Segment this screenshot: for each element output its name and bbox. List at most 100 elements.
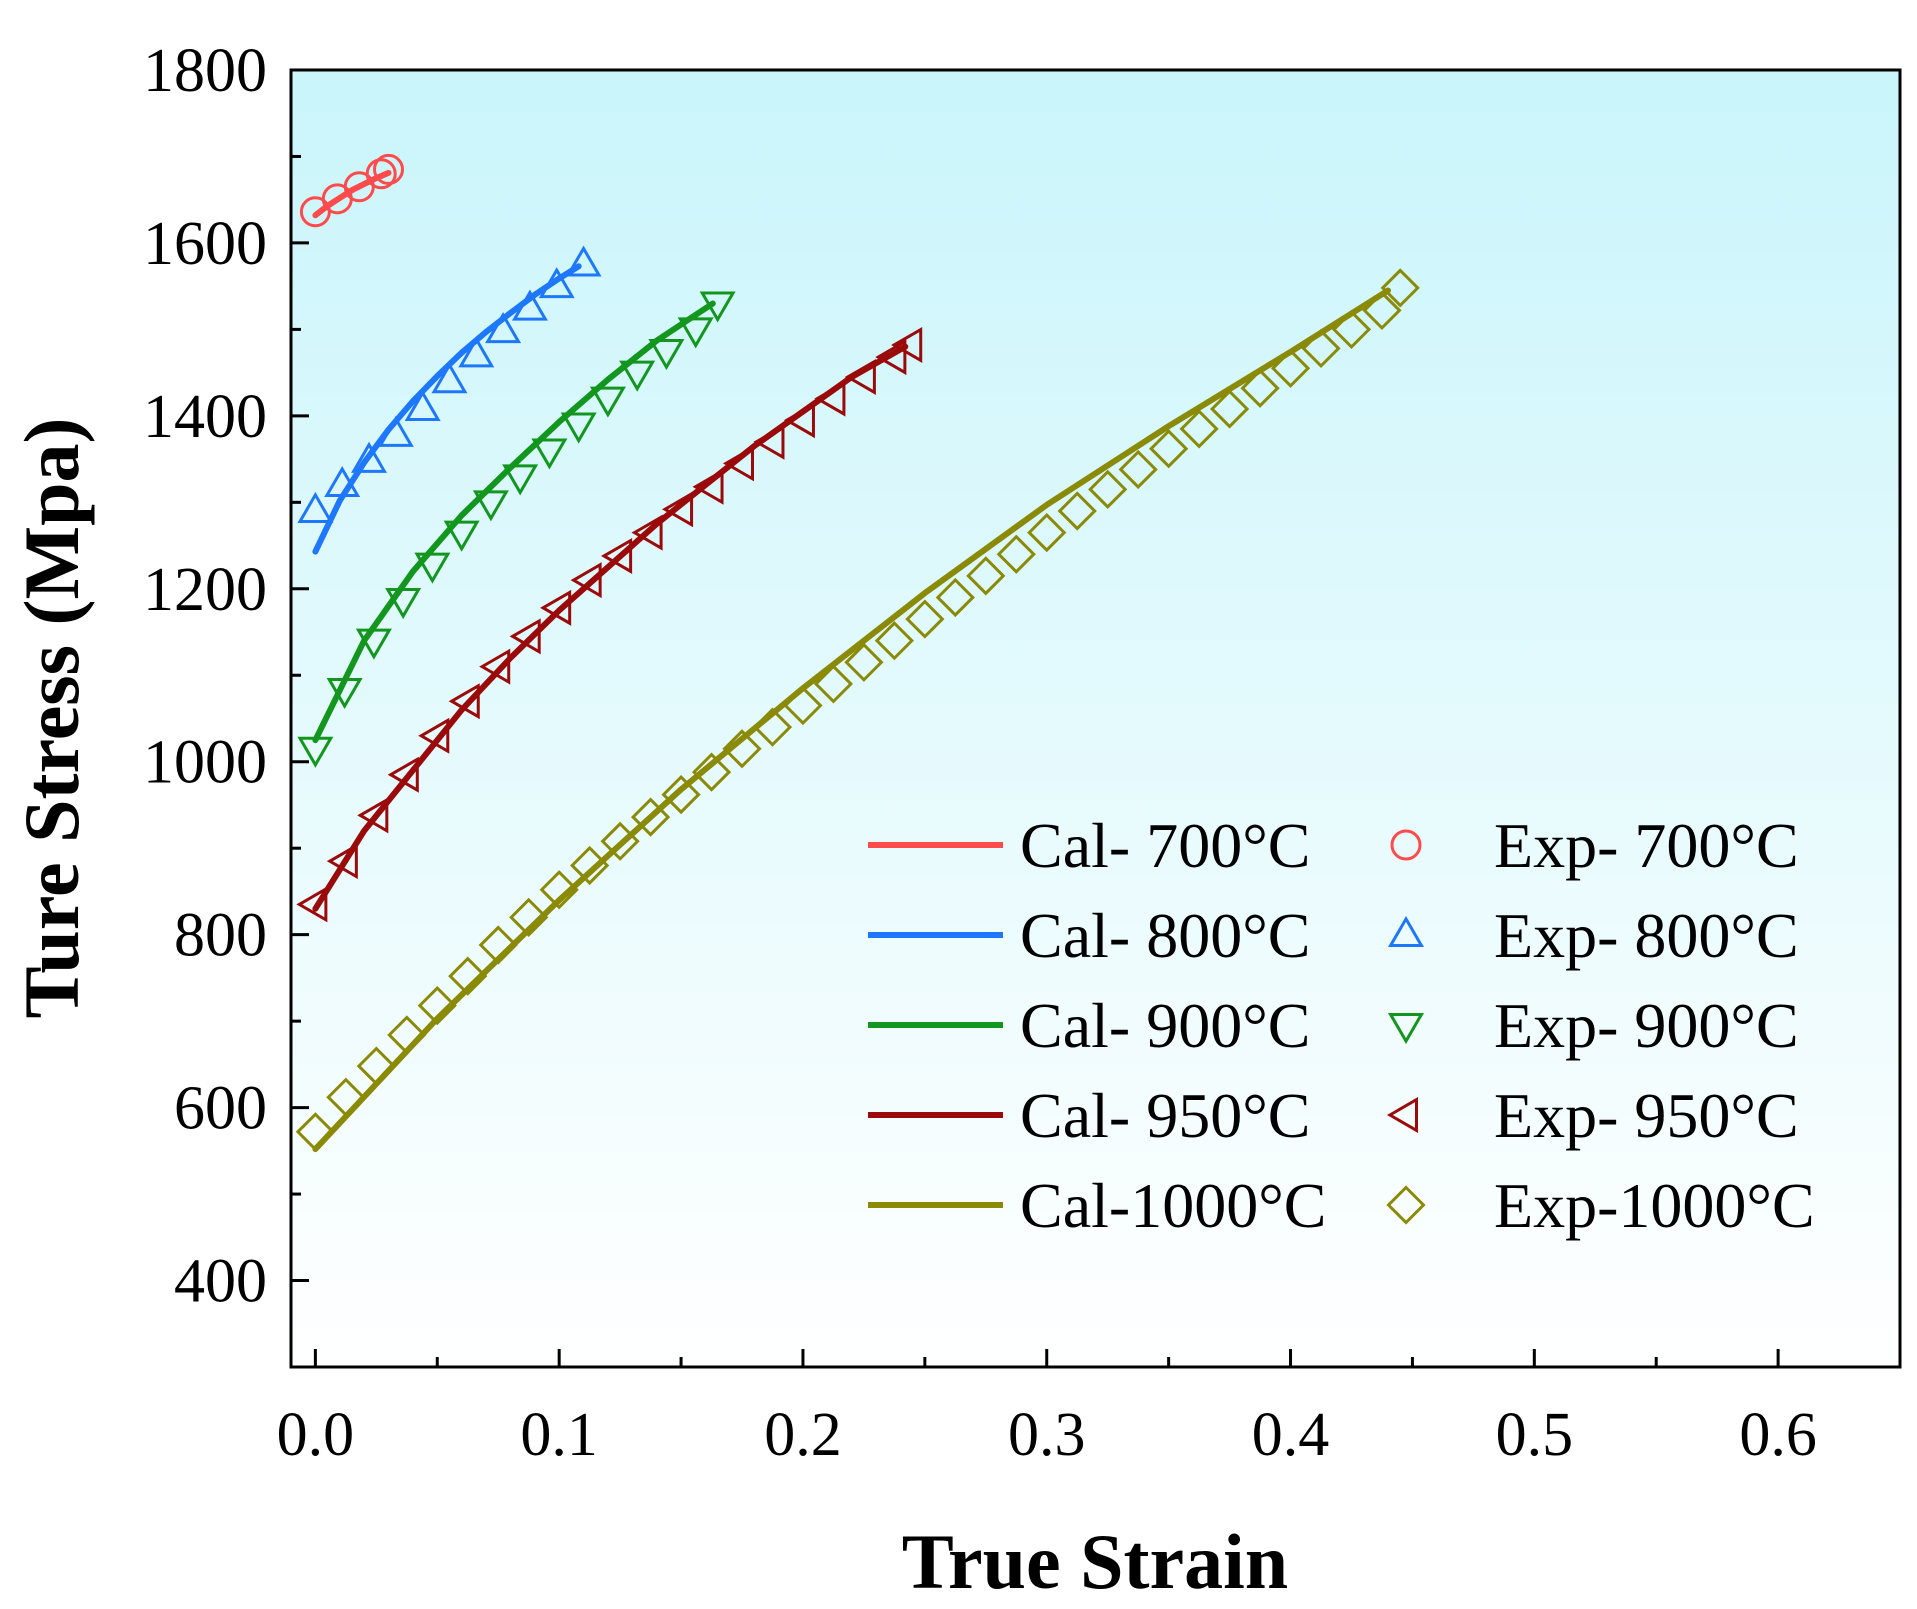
exp-point [601,537,633,574]
exp-point [458,336,495,368]
legend-exp-label-1: Exp- 800°C [1494,900,1799,971]
exp-point [326,843,358,880]
exp-point [472,490,509,522]
exp-point [1027,512,1067,553]
exp-point [297,736,334,768]
cal-line-4 [312,287,1391,1153]
exp-point [377,415,414,447]
exp-point [844,642,884,682]
exp-point [1118,449,1158,490]
axes [291,68,1780,1369]
y-tick-label: 800 [174,902,267,970]
series-0 [299,153,405,228]
y-tick-label: 1000 [143,729,267,797]
exp-point [1088,469,1128,509]
series-3 [296,326,923,923]
exp-point [502,464,539,496]
legend-cal-label-3: Cal- 950°C [1020,1080,1310,1151]
exp-point [1209,389,1250,429]
exp-point [935,577,975,618]
series-layer [295,153,1420,1153]
legend: Cal- 700°C Exp- 700°C Cal- 800°C Exp- 800°C… [868,810,1815,1241]
exp-point [365,158,397,190]
exp-point [443,520,480,552]
exp-point [540,589,572,626]
exp-point [752,707,793,747]
exp-point [1240,368,1280,408]
exp-point [1057,491,1097,531]
legend-marker-2 [1387,1013,1425,1045]
exp-point [418,717,450,754]
exp-point [485,312,522,344]
exp-point [324,465,361,498]
x-tick-label: 0.0 [277,1401,355,1469]
exp-point [404,389,441,421]
exp-point [509,897,549,937]
exp-point [531,438,568,470]
exp-point [1149,429,1189,469]
y-tick-label: 1800 [143,37,267,105]
legend-exp-label-0: Exp- 700°C [1494,810,1799,881]
exp-point [539,870,579,910]
legend-marker-1 [1387,915,1425,947]
exp-point [296,886,328,923]
exp-point [875,339,907,376]
cal-line-2 [312,300,716,744]
legend-marker-4 [1386,1185,1426,1225]
exp-point [1362,290,1402,330]
exp-point [677,317,714,349]
exp-point [431,362,468,394]
exp-point [814,380,846,417]
exp-point [996,534,1036,574]
legend-exp-label-4: Exp-1000°C [1494,1170,1815,1241]
exp-point [600,821,640,861]
x-tick-label: 0.2 [764,1401,842,1469]
exp-point [966,556,1006,596]
y-tick-label: 1400 [143,383,267,451]
exp-point [417,985,457,1026]
exp-point [357,797,389,834]
exp-point [511,289,548,321]
legend-marker-3 [1386,1096,1418,1134]
exp-point [905,599,945,639]
exp-point [387,1015,427,1055]
exp-point [699,291,736,323]
exp-point [570,562,602,599]
exp-point [478,925,518,965]
exp-point [356,1046,396,1086]
exp-point [661,491,694,528]
y-tick-label: 600 [174,1075,267,1143]
exp-point [631,514,663,551]
exp-point [414,552,451,584]
x-tick-label: 0.1 [520,1401,598,1469]
exp-point [722,729,762,769]
legend-cal-label-0: Cal- 700°C [1020,810,1310,881]
x-tick-label: 0.4 [1252,1401,1330,1469]
x-tick-label: 0.3 [1008,1401,1086,1469]
exp-point [692,468,724,505]
legend-exp-label-3: Exp- 950°C [1494,1080,1799,1151]
exp-point [448,956,488,996]
exp-point [373,153,405,185]
exp-point [630,797,671,837]
exp-point [385,588,422,620]
exp-point [295,1112,336,1152]
exp-point [1270,348,1311,388]
exp-point [648,339,685,371]
exp-point [753,423,785,460]
exp-point [874,621,914,661]
series-1 [297,245,602,555]
exp-point [1179,409,1219,449]
y-tick-label: 1600 [143,210,267,278]
exp-point [538,267,575,299]
x-axis-title: True Strain [902,1518,1288,1605]
y-axis-title: Ture Stress (Mpa) [8,418,95,1019]
x-tick-label: 0.6 [1739,1401,1817,1469]
exp-point [560,412,597,444]
legend-cal-label-4: Cal-1000°C [1020,1170,1326,1241]
exp-point [1331,309,1372,350]
exp-point [351,441,388,473]
series-2 [297,291,736,768]
plot-frame [289,68,1902,1369]
